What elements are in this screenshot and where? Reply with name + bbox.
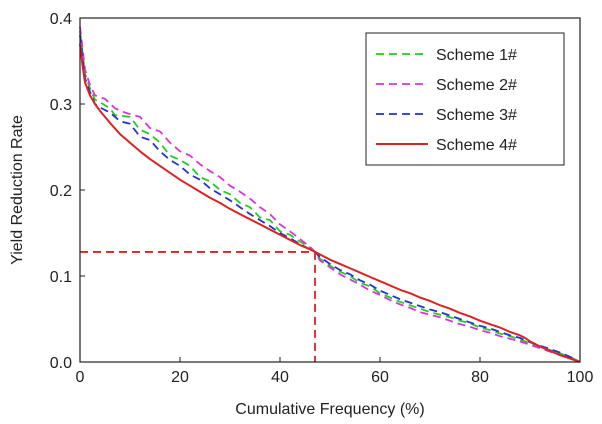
x-tick-label: 20 bbox=[171, 369, 189, 386]
y-tick-label: 0.0 bbox=[50, 355, 72, 372]
x-tick-label: 80 bbox=[471, 369, 489, 386]
reference-lines bbox=[80, 251, 316, 362]
legend-label: Scheme 4# bbox=[436, 137, 517, 154]
y-tick-label: 0.2 bbox=[50, 183, 72, 200]
y-tick-label: 0.1 bbox=[50, 269, 72, 286]
series-line-4 bbox=[79, 43, 581, 363]
y-axis-title: Yield Reduction Rate bbox=[9, 115, 26, 265]
legend: Scheme 1# Scheme 2# Scheme 3# Scheme 4# bbox=[365, 32, 565, 166]
axis-ticks: 0 20 40 60 80 100 0.0 0.1 0.2 0.3 0.4 bbox=[50, 11, 594, 386]
series-line-2 bbox=[79, 26, 581, 363]
y-tick-label: 0.4 bbox=[50, 11, 72, 28]
legend-label: Scheme 1# bbox=[436, 47, 517, 64]
x-tick-label: 0 bbox=[76, 369, 85, 386]
x-axis-title: Cumulative Frequency (%) bbox=[235, 401, 424, 418]
legend-label: Scheme 3# bbox=[436, 107, 517, 124]
legend-label: Scheme 2# bbox=[436, 77, 517, 94]
x-tick-label: 100 bbox=[567, 369, 594, 386]
x-tick-label: 40 bbox=[271, 369, 289, 386]
y-tick-label: 0.3 bbox=[50, 97, 72, 114]
x-tick-label: 60 bbox=[371, 369, 389, 386]
